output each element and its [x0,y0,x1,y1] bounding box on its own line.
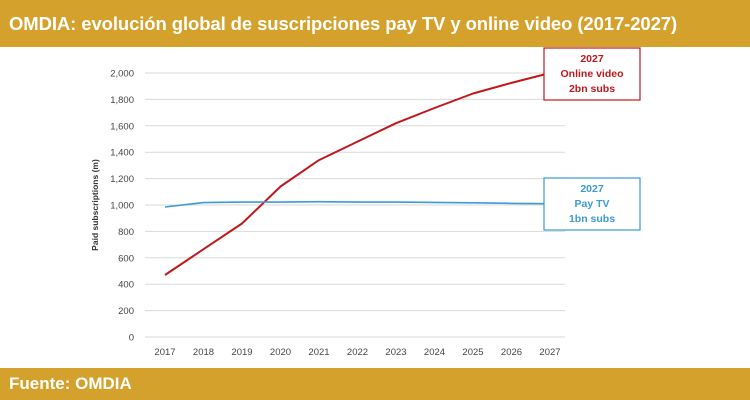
data-point-online-video [356,140,358,142]
series-line-online-video [164,72,551,276]
annotation-pay-tv: 2027 Pay TV 1bn subs [543,177,641,231]
y-tick-label: 1,200 [110,174,134,185]
data-point-pay-tv [433,201,435,203]
data-point-pay-tv [472,202,474,204]
series-lines [164,72,551,276]
x-tick-label: 2022 [347,347,368,358]
data-point-online-video [510,82,512,84]
y-tick-label: 1,000 [110,201,134,212]
y-tick-label: 1,400 [110,148,134,159]
y-tick-label: 0 [129,333,134,344]
annotation-box [543,177,641,231]
x-tick-label: 2018 [193,347,214,358]
page-title: OMDIA: evolución global de suscripciones… [9,12,678,34]
line-chart: 0 200 400 600 800 1,000 1,200 1,400 1,600 1,800 2,… [90,47,641,358]
data-point-online-video [241,222,243,224]
data-point-online-video [395,122,397,124]
title-banner: OMDIA: evolución global de suscripciones… [0,0,750,47]
gridlines [145,72,565,338]
annotation-boxes: 2027 Online video 2bn subs 2027 Pay TV 1bn su… [543,47,641,231]
chart-area: 0 200 400 600 800 1,000 1,200 1,400 1,600 1,800 2,… [60,47,660,368]
data-point-pay-tv [279,201,281,203]
y-tick-labels: 0 200 400 600 800 1,000 1,200 1,400 1,600 1,800 2,… [110,69,134,344]
x-tick-label: 2019 [231,347,252,358]
data-point-online-video [202,248,204,250]
x-tick-label: 2023 [385,347,406,358]
annotation-text: 1bn subs [569,213,615,225]
x-tick-label: 2026 [501,347,522,358]
series-line-pay-tv [164,200,551,208]
y-tick-label: 800 [118,227,134,238]
x-tick-labels: 2017 2018 2019 2020 2021 2022 2023 2024 2025 2026… [154,347,560,358]
y-tick-label: 1,800 [110,95,134,106]
data-point-online-video [164,274,166,276]
annotation-text: Pay TV [574,198,609,210]
annotation-online-video: 2027 Online video 2bn subs [543,47,641,101]
data-point-online-video [279,185,281,187]
source-label: Fuente: OMDIA [9,374,132,393]
data-point-pay-tv [356,201,358,203]
x-tick-label: 2027 [539,347,560,358]
y-tick-label: 400 [118,280,134,291]
annotation-text: 2027 [580,53,604,65]
annotation-text: 2027 [580,183,604,195]
data-point-pay-tv [318,201,320,203]
data-point-pay-tv [395,201,397,203]
data-point-pay-tv [241,201,243,203]
x-tick-label: 2020 [270,347,291,358]
y-tick-label: 600 [118,253,134,264]
annotation-text: 2bn subs [569,83,615,95]
annotation-box [543,47,641,101]
data-point-online-video [318,159,320,161]
x-tick-label: 2021 [308,347,329,358]
data-point-pay-tv [510,202,512,204]
y-tick-label: 200 [118,306,134,317]
x-tick-label: 2017 [154,347,175,358]
x-tick-label: 2025 [462,347,483,358]
y-axis-label: Paid subscriptions (m) [90,159,100,251]
y-tick-label: 1,600 [110,121,134,132]
x-tick-label: 2024 [424,347,445,358]
y-tick-label: 2,000 [110,69,134,80]
data-point-pay-tv [202,201,204,203]
source-banner: Fuente: OMDIA [0,368,750,400]
annotation-text: Online video [560,68,623,80]
data-point-online-video [433,107,435,109]
data-point-online-video [472,92,474,94]
data-point-pay-tv [164,206,166,208]
